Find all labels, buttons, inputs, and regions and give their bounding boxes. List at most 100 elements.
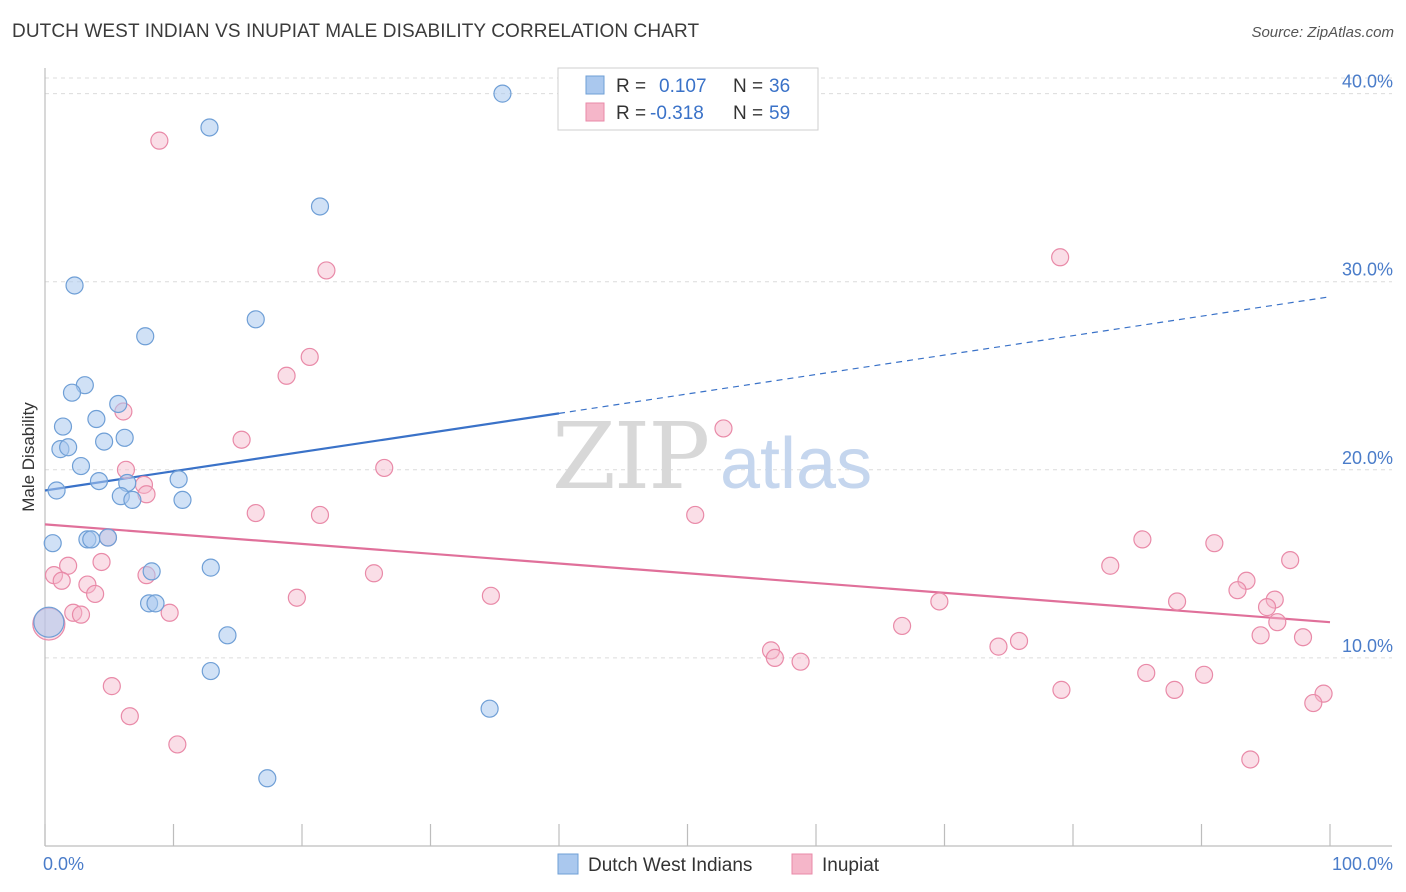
trend-line-dutch-west-indians-extension [558, 296, 1331, 414]
series-legend-label-blue: Dutch West Indians [588, 855, 752, 876]
inupiat-point [1268, 613, 1287, 632]
inupiat-point [1101, 556, 1120, 575]
legend-r-label-pink: R = [616, 103, 646, 124]
inupiat-point [160, 603, 179, 622]
inupiat-point [246, 503, 265, 523]
inupiat-point [989, 637, 1008, 656]
y-tick-label-10: 10.0% [1342, 636, 1393, 656]
chart-title: DUTCH WEST INDIAN VS INUPIAT MALE DISABI… [12, 21, 700, 42]
inupiat-point [1293, 628, 1313, 647]
dutch-west-indians-point [246, 310, 265, 329]
dutch-west-indians-point [218, 626, 237, 645]
series-legend-swatch-blue [557, 853, 579, 875]
inupiat-point [1257, 598, 1277, 617]
x-tick-labels: 0.0% 100.0% [43, 854, 1393, 874]
dutch-west-indians-point [33, 606, 65, 638]
dutch-west-indians-point [173, 490, 192, 510]
inupiat-point [714, 419, 733, 438]
inupiat-point [232, 430, 251, 449]
watermark-atlas: atlas [720, 424, 872, 504]
series-legend: Dutch West Indians Inupiat [557, 853, 880, 876]
dutch-west-indians-point [142, 562, 161, 581]
inupiat-point [1052, 680, 1071, 699]
dutch-west-indians-point [71, 456, 91, 476]
inupiat-point [52, 571, 71, 590]
dutch-west-indians-point [258, 769, 277, 788]
inupiat-point [1165, 680, 1184, 699]
inupiat-point [86, 584, 105, 604]
y-tick-label-40: 40.0% [1342, 72, 1393, 92]
inupiat-point [375, 458, 394, 478]
grid [45, 77, 1392, 659]
dutch-west-indians-point [146, 594, 165, 613]
legend-n-label-pink: N = [733, 103, 763, 124]
x-tick-label-max: 100.0% [1332, 854, 1393, 874]
dutch-west-indians-point [89, 471, 109, 491]
inupiat-point [78, 575, 97, 594]
x-tick-label-min: 0.0% [43, 854, 84, 874]
legend-r-label-blue: R = [616, 76, 646, 97]
legend-n-value-pink: 59 [769, 103, 790, 124]
inupiat-point [1304, 693, 1323, 713]
dutch-west-indians-point [65, 276, 84, 295]
inupiat-point [317, 261, 336, 280]
dutch-west-indians-point [95, 432, 114, 451]
dutch-west-indians-point [87, 409, 106, 429]
dutch-west-indians-point [201, 558, 220, 577]
inupiat-point [300, 347, 319, 367]
dutch-west-indians-points [33, 84, 512, 788]
legend-n-value-blue: 36 [769, 76, 790, 97]
inupiat-point [1051, 248, 1070, 267]
trend-line-inupiat [44, 523, 1331, 624]
inupiat-point [92, 552, 111, 572]
inupiat-point [1265, 590, 1284, 609]
legend-r-value-pink: -0.318 [650, 103, 704, 124]
inupiat-point [892, 616, 912, 636]
inupiat-point [102, 677, 121, 696]
inupiat-point [1167, 592, 1187, 611]
inupiat-point [791, 652, 810, 671]
dutch-west-indians-point [82, 530, 101, 549]
dutch-west-indians-point [109, 394, 128, 414]
inupiat-point [686, 505, 705, 525]
y-axis-label: Male Disability [19, 402, 38, 512]
inupiat-point [1133, 530, 1152, 549]
inupiat-points [32, 131, 1333, 769]
inupiat-point [120, 707, 139, 726]
inupiat-point [168, 735, 187, 754]
inupiat-point [1228, 581, 1247, 600]
inupiat-point [765, 648, 784, 668]
inupiat-point [930, 592, 949, 611]
dutch-west-indians-point [62, 383, 82, 402]
dutch-west-indians-point [115, 428, 134, 447]
series-legend-label-pink: Inupiat [822, 855, 880, 876]
dutch-west-indians-point [98, 528, 118, 547]
source-label: Source: ZipAtlas.com [1251, 24, 1394, 41]
dutch-west-indians-point [493, 84, 512, 103]
legend-n-label-blue: N = [733, 76, 763, 97]
inupiat-point [59, 556, 78, 575]
dutch-west-indians-point [53, 417, 73, 436]
watermark-zip: ZIP [552, 403, 708, 510]
inupiat-point [1251, 626, 1270, 645]
correlation-legend: R = 0.107 N = 36 R = -0.318 N = 59 [557, 67, 819, 131]
dutch-west-indians-point [480, 699, 499, 718]
inupiat-point [150, 131, 169, 150]
dutch-west-indians-point [201, 661, 220, 681]
inupiat-point [364, 564, 384, 583]
inupiat-point [71, 605, 91, 624]
legend-swatch-blue [585, 75, 605, 95]
dutch-west-indians-point [136, 327, 155, 346]
inupiat-point [277, 366, 296, 385]
dutch-west-indians-point [310, 197, 330, 216]
inupiat-point [1009, 631, 1029, 651]
legend-r-value-blue: 0.107 [659, 76, 707, 97]
dutch-west-indians-point [59, 438, 78, 457]
y-tick-labels: 10.0% 20.0% 30.0% 40.0% [1342, 72, 1393, 656]
inupiat-point [310, 505, 330, 525]
dutch-west-indians-point [169, 470, 188, 489]
dutch-west-indians-point [123, 490, 142, 510]
inupiat-point [1205, 534, 1224, 553]
axes [44, 68, 1392, 847]
